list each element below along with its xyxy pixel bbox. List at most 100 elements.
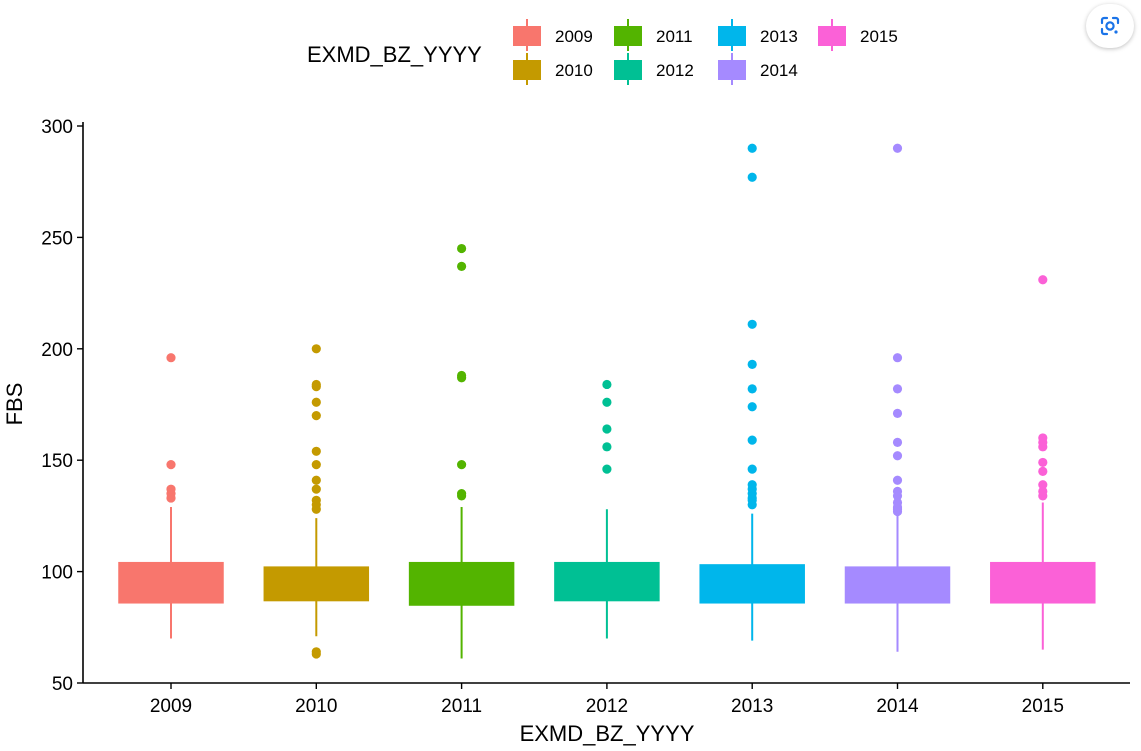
outlier-point — [311, 647, 321, 657]
outlier-point — [457, 370, 467, 381]
box-iqr — [118, 561, 224, 604]
box-iqr — [990, 561, 1096, 604]
outlier-point — [602, 424, 612, 434]
x-axis: 2009 2010 2011 2012 2013 2014 2015 — [83, 682, 1130, 717]
outlier-point — [747, 359, 757, 369]
y-axis: 50 100 150 200 250 300 — [41, 117, 84, 695]
outlier-point — [602, 397, 612, 407]
outlier-point — [166, 353, 176, 363]
outlier-point — [892, 353, 903, 363]
legend-key — [718, 60, 746, 80]
outlier-point — [1038, 275, 1048, 285]
legend-item-2015: 2015 — [818, 19, 898, 51]
box-iqr — [699, 564, 805, 604]
outlier-point — [166, 460, 176, 470]
legend-label: 2010 — [555, 61, 593, 80]
legend-item-2014: 2014 — [718, 53, 798, 85]
box-2013 — [699, 143, 805, 641]
outlier-point — [892, 408, 903, 419]
outlier-point — [457, 243, 467, 254]
box-iqr — [844, 566, 951, 604]
box-2009 — [118, 353, 224, 639]
outlier-point — [1038, 457, 1048, 468]
outlier-point — [1038, 433, 1048, 443]
legend-item-2012: 2012 — [614, 53, 694, 85]
legend-label: 2014 — [760, 61, 798, 80]
legend: EXMD_BZ_YYYY 2009 2010 2011 2012 2013 2014 201… — [307, 19, 898, 85]
outlier-point — [747, 143, 757, 153]
y-tick-label: 300 — [41, 117, 73, 138]
legend-item-2009: 2009 — [513, 19, 593, 51]
outlier-point — [892, 475, 903, 485]
outlier-point — [747, 319, 757, 329]
outlier-point — [747, 435, 757, 445]
y-axis-title: FBS — [2, 383, 27, 426]
legend-label: 2015 — [860, 27, 898, 46]
outlier-point — [602, 442, 612, 452]
x-tick-label: 2013 — [731, 696, 773, 717]
y-tick-label: 50 — [52, 674, 73, 695]
outlier-point — [747, 402, 757, 412]
y-tick-label: 250 — [41, 228, 73, 249]
legend-item-2011: 2011 — [614, 19, 693, 51]
outlier-point — [457, 460, 467, 470]
legend-key — [614, 60, 642, 80]
outlier-point — [892, 437, 903, 447]
legend-label: 2009 — [555, 27, 593, 46]
outlier-point — [1038, 486, 1048, 496]
outlier-point — [457, 261, 467, 271]
outlier-point — [311, 475, 321, 485]
outlier-point — [892, 497, 903, 508]
outlier-point — [311, 460, 321, 470]
outlier-point — [892, 384, 903, 394]
outlier-point — [892, 486, 903, 496]
legend-key — [818, 26, 846, 46]
outlier-point — [311, 411, 321, 421]
legend-key — [513, 60, 541, 80]
x-tick-label: 2011 — [441, 696, 482, 717]
legend-label: 2012 — [656, 61, 694, 80]
outlier-point — [311, 495, 321, 505]
box-iqr — [554, 561, 660, 602]
x-tick-label: 2014 — [876, 696, 919, 717]
box-2015 — [990, 275, 1096, 650]
legend-key — [614, 26, 642, 46]
outlier-point — [311, 484, 321, 494]
legend-label: 2013 — [760, 27, 798, 46]
plot-area — [118, 143, 1096, 659]
x-tick-label: 2009 — [150, 696, 192, 717]
outlier-point — [311, 397, 321, 407]
legend-title: EXMD_BZ_YYYY — [307, 42, 482, 67]
outlier-point — [1038, 480, 1048, 490]
x-axis-title: EXMD_BZ_YYYY — [520, 721, 695, 746]
outlier-point — [311, 344, 321, 354]
outlier-point — [311, 379, 321, 390]
outlier-point — [747, 384, 757, 394]
box-iqr — [263, 566, 370, 602]
google-lens-icon — [1100, 16, 1120, 36]
box-iqr — [408, 561, 515, 606]
box-2012 — [554, 379, 660, 639]
box-2011 — [408, 243, 515, 659]
outlier-point — [747, 464, 757, 474]
box-2010 — [263, 344, 370, 659]
outlier-point — [747, 480, 757, 490]
y-tick-label: 150 — [41, 451, 73, 472]
legend-key — [718, 26, 746, 46]
legend-item-2013: 2013 — [718, 19, 798, 51]
legend-item-2010: 2010 — [513, 53, 593, 85]
outlier-point — [892, 451, 903, 461]
box-2014 — [844, 143, 951, 652]
y-tick-label: 200 — [41, 340, 73, 361]
outlier-point — [166, 484, 176, 494]
outlier-point — [602, 464, 612, 474]
google-lens-button[interactable] — [1086, 4, 1134, 48]
y-tick-label: 100 — [41, 563, 73, 584]
outlier-point — [602, 379, 612, 390]
outlier-point — [747, 172, 757, 182]
outlier-point — [457, 489, 467, 499]
outlier-point — [311, 446, 321, 456]
outlier-point — [1038, 466, 1048, 476]
x-tick-label: 2010 — [295, 696, 337, 717]
